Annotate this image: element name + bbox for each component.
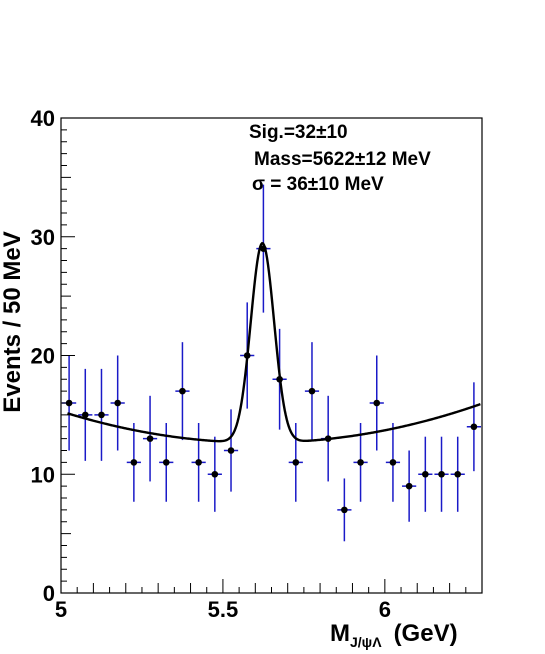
data-marker [292,459,300,466]
data-point [385,422,401,502]
x-tick-label: 5 [55,597,67,622]
annotation-mass: Mass=5622±12 MeV [254,149,431,170]
data-point [256,184,271,313]
y-tick-label: 40 [31,106,55,131]
data-point [78,368,93,461]
data-marker [373,399,381,407]
plot-area [62,184,481,542]
data-marker [454,470,462,478]
data-point [175,342,190,441]
data-marker [308,387,316,395]
fit-curve [67,241,481,443]
data-point [142,395,158,482]
data-point [207,436,222,512]
x-tick-label: 6 [379,597,391,622]
data-point [369,355,384,451]
data-marker [422,470,429,478]
x-axis-title: MJ/ψΛ (GeV) [330,620,458,650]
data-point [466,382,481,472]
data-marker [211,470,219,478]
data-point [110,355,125,451]
data-point [191,422,206,502]
x-axis-title-subscript: J/ψΛ [350,634,382,650]
data-marker [179,387,186,395]
data-marker [162,459,170,466]
x-tick-label: 5.5 [208,597,239,622]
data-point [304,342,320,441]
data-marker [195,459,202,466]
data-marker [341,506,348,514]
data-point [402,450,417,522]
x-axis-title-unit: (GeV) [394,620,458,647]
data-marker [146,435,154,442]
data-marker [470,423,478,431]
data-marker [98,411,105,419]
annotation-sigma: σ = 36±10 MeV [252,174,384,195]
y-tick-label: 30 [31,225,55,250]
data-point [288,422,303,502]
data-point [353,422,368,502]
data-marker [389,459,397,466]
y-axis-title: Events / 50 MeV [0,231,26,412]
data-marker [81,411,89,419]
data-marker [405,482,413,490]
y-tick-label: 20 [31,344,55,369]
data-point [223,409,239,492]
axes: 5 5.5 6 0 10 20 30 40 [31,106,483,622]
axis-titles: Events / 50 MeV MJ/ψΛ (GeV) [0,231,458,650]
annotation-signal: Sig.=32±10 [249,122,348,143]
data-point [450,436,465,512]
y-tick-label: 10 [31,462,55,487]
data-marker [130,459,138,466]
data-marker [114,399,121,407]
data-point [94,368,109,461]
data-point [418,436,433,512]
data-marker [357,459,364,466]
data-point [126,422,141,502]
data-marker [438,470,445,478]
y-tick-label: 0 [43,581,55,606]
x-axis-title-main: M [330,620,350,647]
data-point [434,436,449,512]
annotations: Sig.=32±10 Mass=5622±12 MeV σ = 36±10 Me… [249,122,431,195]
data-point [337,478,352,542]
data-marker [227,447,235,454]
data-marker [65,399,73,407]
